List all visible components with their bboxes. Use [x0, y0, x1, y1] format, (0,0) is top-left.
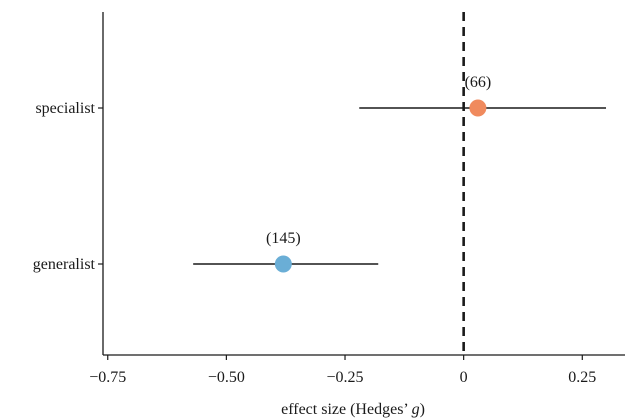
estimates-group [193, 99, 607, 273]
x-axis-label-suffix: ) [420, 401, 425, 418]
x-tick-label: 0 [460, 369, 468, 386]
x-axis-label-prefix: effect size (Hedges’ [281, 401, 411, 418]
sample-size-label-generalist: (145) [266, 230, 301, 247]
x-tick-label: −0.75 [89, 369, 126, 386]
axes [98, 12, 625, 360]
x-axis-label-italic: g [412, 401, 420, 418]
point-estimate-specialist [469, 99, 487, 117]
labels-group: −0.75 −0.50 −0.25 0 0.25 effect size (Hedges’… [33, 74, 596, 418]
point-estimate-generalist [274, 255, 292, 273]
sample-size-label-specialist: (66) [465, 74, 492, 91]
x-axis-label: effect size (Hedges’ g) [281, 401, 425, 418]
x-tick-label: 0.25 [568, 369, 596, 386]
x-tick-label: −0.25 [327, 369, 364, 386]
x-tick-label: −0.50 [208, 369, 245, 386]
category-label-specialist: specialist [35, 100, 95, 117]
category-label-generalist: generalist [33, 256, 96, 273]
